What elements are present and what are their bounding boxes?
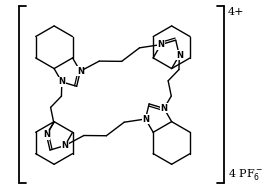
Text: N: N <box>142 115 149 123</box>
Text: N: N <box>161 104 167 113</box>
Text: N: N <box>61 141 69 150</box>
Text: 4 PF$_6^-$: 4 PF$_6^-$ <box>228 167 263 182</box>
Text: N: N <box>58 77 65 86</box>
Text: N: N <box>43 130 50 139</box>
Text: N: N <box>77 67 84 76</box>
Text: N: N <box>157 40 164 49</box>
Text: N: N <box>176 51 183 60</box>
Text: 4+: 4+ <box>228 7 245 17</box>
